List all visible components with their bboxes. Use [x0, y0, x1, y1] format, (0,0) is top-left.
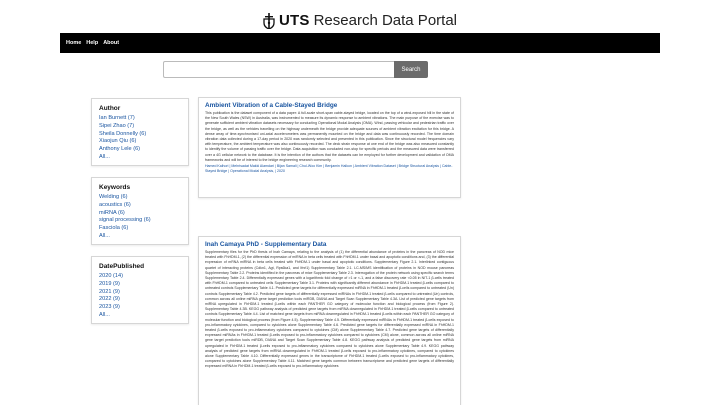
facet-date-item[interactable]: 2022 (9)	[99, 296, 120, 303]
facet-author-item[interactable]: Anthony Lele (6)	[99, 146, 141, 153]
facet-date-item[interactable]: 2021 (9)	[99, 288, 120, 295]
facet-author: Author Ian Burnett (7) Sipei Zhao (7) Sh…	[91, 98, 189, 166]
nav-about-link[interactable]: About	[103, 40, 120, 46]
facet-author-title: Author	[99, 105, 121, 112]
facet-keywords-item[interactable]: Welding (6)	[99, 194, 128, 200]
facet-author-item[interactable]: Sipei Zhao (7)	[99, 122, 135, 129]
facet-date-item[interactable]: 2019 (9)	[99, 280, 120, 287]
facet-date-published-title: DatePublished	[99, 263, 145, 270]
facet-keywords: Keywords Welding (6) acoustics (6) miRNA…	[91, 177, 189, 245]
search-input[interactable]	[163, 61, 394, 78]
brand-title: Research Data Portal	[313, 12, 457, 29]
search-result-card: Inah Camaya PhD - Supplementary Data Sup…	[198, 236, 461, 405]
facet-keywords-item[interactable]: signal processing (6)	[99, 217, 151, 224]
facet-keywords-title: Keywords	[99, 184, 131, 191]
facet-keywords-item[interactable]: Fasciola (6)	[99, 225, 129, 232]
nav-help-link[interactable]: Help	[86, 40, 99, 46]
search-bar: Search	[163, 61, 428, 78]
facet-author-item[interactable]: Xiaojun Qiu (6)	[99, 138, 137, 145]
facet-date-item[interactable]: 2020 (14)	[99, 273, 123, 279]
site-header: UTS Research Data Portal	[0, 12, 720, 32]
search-button[interactable]: Search	[394, 61, 428, 78]
search-result-card: Ambient Vibration of a Cable-Stayed Brid…	[198, 97, 461, 198]
facet-date-all-link[interactable]: All...	[99, 311, 110, 318]
facet-author-item[interactable]: Sheila Donnelly (6)	[99, 130, 147, 137]
result-title-link[interactable]: Ambient Vibration of a Cable-Stayed Brid…	[205, 102, 338, 109]
result-abstract: This publication is the dataset componen…	[205, 111, 454, 162]
facet-date-published: DatePublished 2020 (14) 2019 (9) 2021 (9…	[91, 256, 189, 324]
result-meta: Hamed Kalhori | Mehrisadat Makki Alamdar…	[205, 163, 453, 173]
result-abstract: Supplementary files for the PhD thesis o…	[205, 250, 454, 369]
nav-home-link[interactable]: Home	[66, 40, 82, 46]
facet-author-item[interactable]: Ian Burnett (7)	[99, 115, 135, 121]
uts-crest-icon	[263, 12, 275, 29]
brand-logo[interactable]: UTS Research Data Portal	[263, 12, 457, 29]
result-title-link[interactable]: Inah Camaya PhD - Supplementary Data	[205, 241, 327, 248]
facet-author-all-link[interactable]: All...	[99, 153, 110, 160]
facet-keywords-all-link[interactable]: All...	[99, 232, 110, 239]
top-navbar: Home Help About	[60, 33, 660, 53]
facet-date-item[interactable]: 2023 (9)	[99, 304, 120, 311]
facet-keywords-item[interactable]: miRNA (6)	[99, 209, 125, 216]
facet-keywords-item[interactable]: acoustics (6)	[99, 201, 131, 208]
brand-uts-text: UTS	[278, 12, 310, 29]
